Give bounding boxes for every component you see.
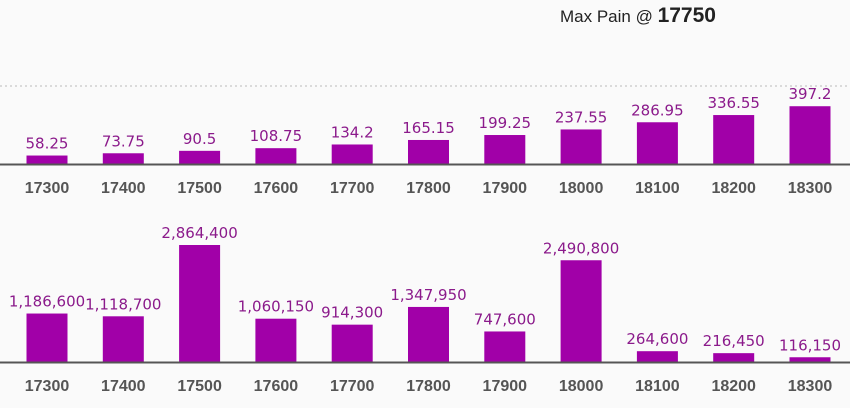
value-label: 199.25 — [479, 114, 532, 132]
bar — [26, 155, 68, 164]
bar — [408, 306, 449, 362]
max-pain-value: 17750 — [657, 4, 716, 27]
value-label: 216,450 — [703, 332, 765, 350]
bar — [636, 122, 678, 164]
bar — [255, 148, 297, 164]
value-label: 1,186,600 — [9, 293, 85, 311]
top-bar-chart: 58.25 17300 73.75 17400 90.5 17500 108.75 17600… — [0, 85, 850, 197]
value-label: 336.55 — [707, 94, 760, 112]
x-tick-label: 17700 — [330, 180, 375, 197]
bar — [331, 144, 373, 164]
bar — [713, 115, 755, 164]
x-tick-label: 17900 — [483, 378, 528, 395]
value-label: 1,347,950 — [390, 286, 466, 304]
max-pain-header: Max Pain @ 17750 — [560, 4, 716, 28]
x-tick-label: 17600 — [254, 180, 299, 197]
value-label: 116,150 — [779, 336, 841, 354]
value-label: 73.75 — [102, 132, 145, 150]
x-tick-label: 18000 — [559, 378, 604, 395]
bar — [26, 313, 68, 362]
max-pain-label: Max Pain @ — [560, 7, 658, 26]
x-tick-label: 18300 — [788, 378, 833, 395]
value-label: 108.75 — [250, 127, 303, 145]
bar — [102, 316, 144, 362]
bar — [179, 150, 221, 164]
bar — [713, 353, 755, 362]
x-tick-label: 17400 — [101, 378, 146, 395]
value-label: 264,600 — [626, 330, 688, 348]
bottom-bar-chart: 1,186,600 17300 1,118,700 17400 2,864,400 175… — [0, 224, 850, 395]
bar — [179, 245, 221, 362]
value-label: 286.95 — [631, 101, 684, 119]
x-tick-label: 18100 — [635, 378, 680, 395]
x-tick-label: 18300 — [788, 180, 833, 197]
bar — [331, 324, 373, 362]
x-tick-label: 17400 — [101, 180, 146, 197]
bar — [408, 139, 449, 164]
value-label: 2,490,800 — [543, 239, 619, 257]
bar — [484, 135, 526, 164]
x-tick-label: 17800 — [406, 378, 451, 395]
bar — [789, 106, 831, 164]
value-label: 1,060,150 — [238, 298, 314, 316]
x-tick-label: 18000 — [559, 180, 604, 197]
value-label: 2,864,400 — [161, 224, 237, 242]
bar — [560, 129, 602, 164]
value-label: 134.2 — [331, 123, 374, 141]
bar — [560, 260, 602, 362]
value-label: 1,118,700 — [85, 295, 161, 313]
x-tick-label: 17300 — [25, 180, 70, 197]
x-tick-label: 17900 — [483, 180, 528, 197]
x-tick-label: 17500 — [177, 180, 222, 197]
x-tick-label: 18200 — [711, 180, 756, 197]
bar — [636, 351, 678, 362]
x-tick-label: 17700 — [330, 378, 375, 395]
x-tick-label: 17800 — [406, 180, 451, 197]
value-label: 165.15 — [402, 119, 455, 137]
bar — [789, 357, 831, 362]
value-label: 397.2 — [789, 85, 832, 103]
value-label: 237.55 — [555, 108, 608, 126]
x-tick-label: 18200 — [711, 378, 756, 395]
value-label: 58.25 — [26, 135, 69, 153]
bar — [484, 331, 526, 362]
x-tick-label: 17600 — [254, 378, 299, 395]
x-tick-label: 17500 — [177, 378, 222, 395]
value-label: 747,600 — [474, 310, 536, 328]
value-label: 90.5 — [183, 130, 216, 148]
value-label: 914,300 — [321, 304, 383, 322]
x-tick-label: 17300 — [25, 378, 70, 395]
bar — [102, 153, 144, 164]
x-tick-label: 18100 — [635, 180, 680, 197]
bar — [255, 318, 297, 362]
